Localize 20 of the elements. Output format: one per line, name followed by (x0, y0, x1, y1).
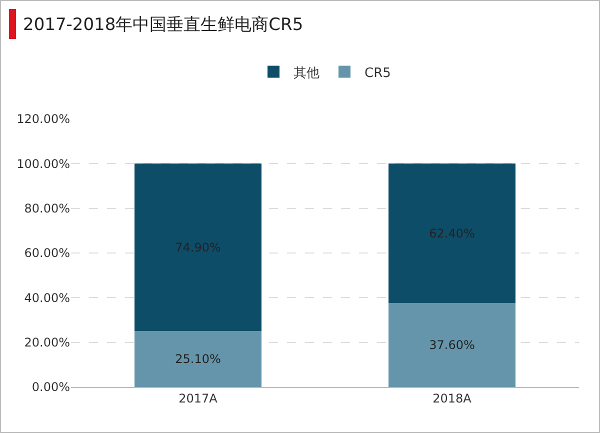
y-tick-label: 120.00% (16, 112, 70, 126)
x-tick-label: 2018A (432, 391, 472, 406)
y-tick-label: 80.00% (24, 202, 70, 216)
bar (134, 164, 262, 331)
data-label: 37.60% (429, 338, 475, 352)
y-tick-label: 0.00% (32, 380, 70, 394)
y-tick-label: 40.00% (24, 290, 70, 305)
bar (388, 303, 516, 387)
data-label: 74.90% (175, 240, 221, 254)
bar (134, 330, 262, 387)
data-label: 25.10% (175, 352, 221, 366)
data-label: 62.40% (429, 226, 475, 240)
y-tick-label: 20.00% (24, 336, 70, 350)
chart-title: 2017-2018年中国垂直生鲜电商CR5 (23, 14, 304, 36)
y-tick-label: 60.00% (24, 246, 70, 260)
y-tick-label: 100.00% (16, 156, 70, 171)
x-tick-label: 2017A (178, 391, 218, 406)
legend-label: CR5 (364, 66, 391, 81)
legend-label: 其他 (294, 66, 320, 81)
bar (388, 164, 516, 304)
